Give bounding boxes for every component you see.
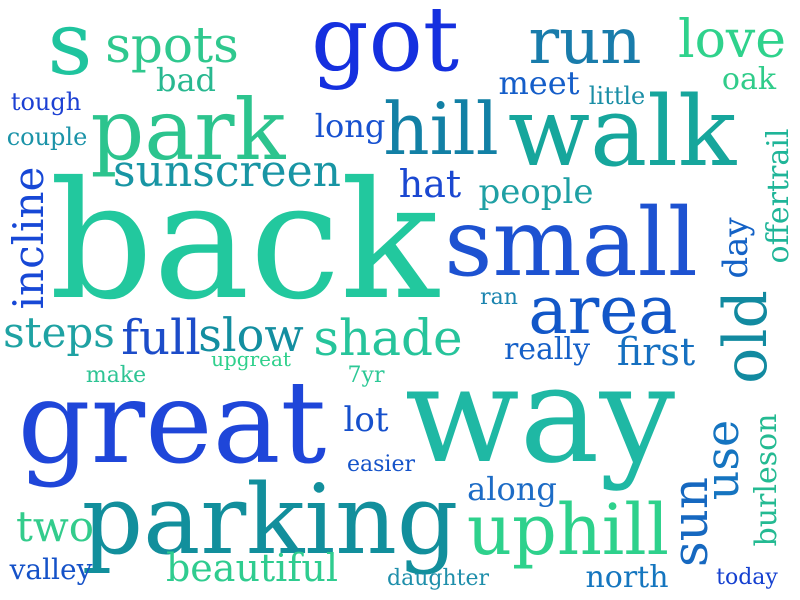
- word-tough: tough: [10, 88, 82, 116]
- word-lot: lot: [343, 400, 389, 440]
- word-way: way: [404, 337, 676, 493]
- word-little: little: [588, 82, 646, 110]
- word-couple: couple: [6, 123, 88, 151]
- word-meet: meet: [498, 64, 580, 102]
- word-great: great: [17, 356, 327, 489]
- word-along: along: [467, 470, 557, 508]
- word-beautiful: beautiful: [165, 546, 339, 590]
- word-north: north: [585, 560, 669, 595]
- word-ran: ran: [480, 285, 518, 310]
- word-steps: steps: [3, 308, 115, 357]
- word-really: really: [503, 332, 591, 367]
- word-back: back: [49, 148, 439, 336]
- word-walk: walk: [507, 76, 737, 188]
- word-burleson: burleson: [749, 413, 784, 547]
- word-long: long: [314, 107, 386, 145]
- word-upgreat: upgreat: [211, 347, 291, 371]
- word-shade: shade: [313, 309, 463, 367]
- word-slow: slow: [198, 308, 304, 362]
- word-love: love: [677, 10, 787, 70]
- word-two: two: [15, 502, 95, 551]
- word-run: run: [528, 5, 642, 79]
- word-first: first: [616, 330, 696, 374]
- word-small: small: [444, 189, 698, 298]
- word-make: make: [85, 363, 147, 388]
- word-use: use: [695, 419, 749, 501]
- word-full: full: [121, 310, 201, 366]
- word-s: s: [47, 0, 93, 95]
- word-old: old: [711, 290, 781, 384]
- word-park: park: [90, 81, 286, 179]
- word-today: today: [716, 565, 778, 590]
- word-7yr: 7yr: [347, 363, 385, 388]
- word-sunscreen: sunscreen: [113, 146, 341, 197]
- word-bad: bad: [155, 61, 217, 99]
- word-got: got: [311, 0, 459, 92]
- word-day: day: [716, 217, 756, 279]
- word-offertrail: offertrail: [761, 128, 796, 264]
- word-oak: oak: [721, 62, 777, 97]
- word-incline: incline: [4, 166, 53, 310]
- word-parking: parking: [81, 464, 459, 576]
- word-easier: easier: [347, 452, 415, 477]
- word-spots: spots: [105, 16, 239, 74]
- word-valley: valley: [9, 553, 93, 586]
- word-hat: hat: [398, 162, 462, 206]
- word-area: area: [528, 272, 678, 349]
- word-people: people: [478, 172, 594, 212]
- word-uphill: uphill: [466, 489, 670, 571]
- word-hill: hill: [383, 87, 499, 171]
- word-daughter: daughter: [387, 566, 489, 591]
